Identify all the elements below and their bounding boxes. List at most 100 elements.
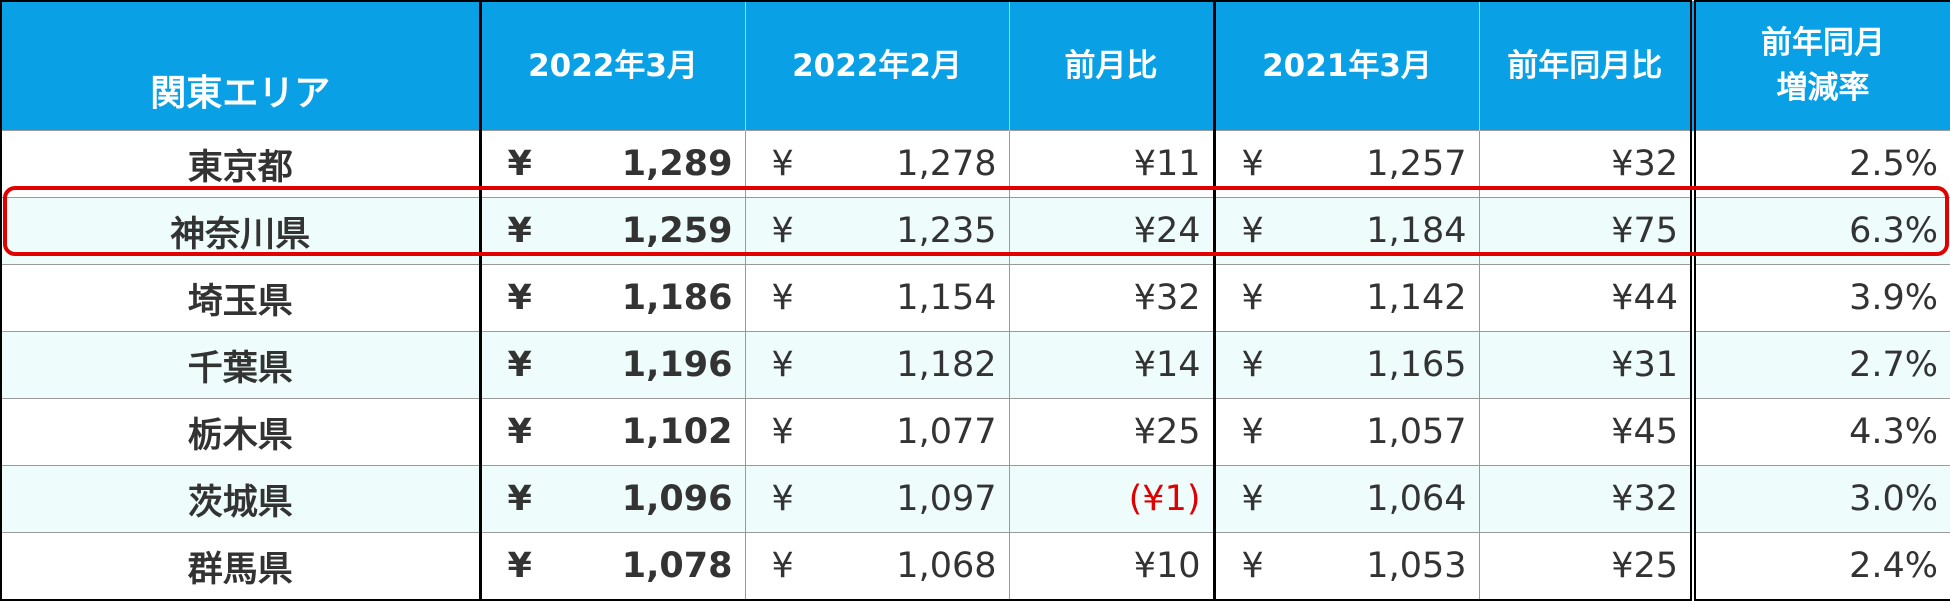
value-cell: ¥14 [1008,331,1216,399]
currency-symbol: ¥ [1241,546,1264,586]
value-cell: ¥31 [1478,331,1696,399]
price-value: 1,097 [896,479,997,519]
currency-symbol: ¥ [1241,345,1264,385]
currency-symbol: ¥ [507,211,532,251]
prefecture-cell: 千葉県 [0,331,482,399]
currency-symbol: ¥ [771,278,794,318]
header-row: 関東エリア 2022年3月 2022年2月 前月比 2021年3月 前年同月比 前年同月 増減… [0,1,1950,131]
value-cell: 2.7% [1692,331,1950,399]
currency-symbol: ¥ [507,345,532,385]
currency-symbol: ¥ [771,479,794,519]
prefecture-cell: 栃木県 [0,398,482,466]
header-cell: 前月比 [1008,1,1216,131]
table-row: 千葉県 ¥1,196 ¥1,182 ¥14 ¥1,165 ¥31 2.7% [0,331,1950,399]
value-cell: ¥10 [1008,532,1216,600]
price-value: 1,102 [621,412,733,452]
price-value: 1,165 [1366,345,1467,385]
header-line: 前年同月 [1761,25,1885,62]
value-cell: ¥44 [1478,264,1696,332]
price-value: 1,259 [621,211,733,251]
price-value: 1,057 [1366,412,1467,452]
currency-symbol: ¥ [771,546,794,586]
price-cell: ¥1,053 [1213,532,1479,600]
price-cell: ¥1,068 [744,532,1009,600]
price-cell: ¥1,235 [744,197,1009,265]
value-cell: 3.0% [1692,465,1950,533]
price-value: 1,154 [896,278,997,318]
price-value: 1,053 [1366,546,1467,586]
price-cell: ¥1,142 [1213,264,1479,332]
price-cell: ¥1,064 [1213,465,1479,533]
prefecture-cell: 埼玉県 [0,264,482,332]
price-value: 1,184 [1366,211,1467,251]
table-row: 栃木県 ¥1,102 ¥1,077 ¥25 ¥1,057 ¥45 4.3% [0,398,1950,466]
value-cell: ¥32 [1008,264,1216,332]
currency-symbol: ¥ [507,144,532,184]
price-value: 1,196 [621,345,733,385]
price-cell: ¥1,102 [479,398,745,466]
currency-symbol: ¥ [507,479,532,519]
value-cell: 4.3% [1692,398,1950,466]
value-cell: ¥24 [1008,197,1216,265]
currency-symbol: ¥ [1241,278,1264,318]
price-value: 1,289 [621,144,733,184]
price-value: 1,186 [621,278,733,318]
value-cell: 2.4% [1692,532,1950,600]
header-line: 増減率 [1776,70,1870,106]
value-cell: ¥75 [1478,197,1696,265]
value-cell: ¥25 [1478,532,1696,600]
prefecture-cell: 群馬県 [0,532,482,600]
price-cell: ¥1,257 [1213,130,1479,198]
currency-symbol: ¥ [507,278,532,318]
currency-symbol: ¥ [1241,479,1264,519]
prefecture-cell: 東京都 [0,130,482,198]
value-cell: ¥25 [1008,398,1216,466]
currency-symbol: ¥ [771,345,794,385]
price-cell: ¥1,078 [479,532,745,600]
currency-symbol: ¥ [771,412,794,452]
currency-symbol: ¥ [1241,144,1264,184]
currency-symbol: ¥ [1241,211,1264,251]
price-value: 1,078 [621,546,733,586]
price-cell: ¥1,097 [744,465,1009,533]
price-cell: ¥1,096 [479,465,745,533]
header-cell: 前年同月比 [1478,1,1696,131]
value-cell: ¥11 [1008,130,1216,198]
value-cell: ¥45 [1478,398,1696,466]
price-cell: ¥1,077 [744,398,1009,466]
price-cell: ¥1,057 [1213,398,1479,466]
table-row: 茨城県 ¥1,096 ¥1,097 (¥1) ¥1,064 ¥32 3.0% [0,465,1950,533]
price-cell: ¥1,184 [1213,197,1479,265]
table-row: 神奈川県 ¥1,259 ¥1,235 ¥24 ¥1,184 ¥75 6.3% [0,197,1950,265]
table-row: 群馬県 ¥1,078 ¥1,068 ¥10 ¥1,053 ¥25 2.4% [0,532,1950,600]
price-cell: ¥1,278 [744,130,1009,198]
price-value: 1,096 [621,479,733,519]
price-cell: ¥1,196 [479,331,745,399]
value-cell: (¥1) [1008,465,1216,533]
price-value: 1,182 [896,345,997,385]
header-cell: 関東エリア [0,1,482,131]
price-cell: ¥1,259 [479,197,745,265]
price-value: 1,068 [896,546,997,586]
price-value: 1,257 [1366,144,1467,184]
price-cell: ¥1,165 [1213,331,1479,399]
currency-symbol: ¥ [507,546,532,586]
table-row: 東京都 ¥1,289 ¥1,278 ¥11 ¥1,257 ¥32 2.5% [0,130,1950,198]
currency-symbol: ¥ [771,144,794,184]
currency-symbol: ¥ [771,211,794,251]
price-value: 1,278 [896,144,997,184]
price-cell: ¥1,154 [744,264,1009,332]
price-cell: ¥1,182 [744,331,1009,399]
price-cell: ¥1,289 [479,130,745,198]
header-cell: 2022年3月 [479,1,745,131]
value-cell: 3.9% [1692,264,1950,332]
price-value: 1,235 [896,211,997,251]
header-cell: 2022年2月 [744,1,1009,131]
value-cell: 2.5% [1692,130,1950,198]
price-value: 1,077 [896,412,997,452]
table-row: 埼玉県 ¥1,186 ¥1,154 ¥32 ¥1,142 ¥44 3.9% [0,264,1950,332]
header-cell: 2021年3月 [1213,1,1479,131]
prefecture-cell: 茨城県 [0,465,482,533]
header-cell: 前年同月 増減率 [1692,1,1950,131]
